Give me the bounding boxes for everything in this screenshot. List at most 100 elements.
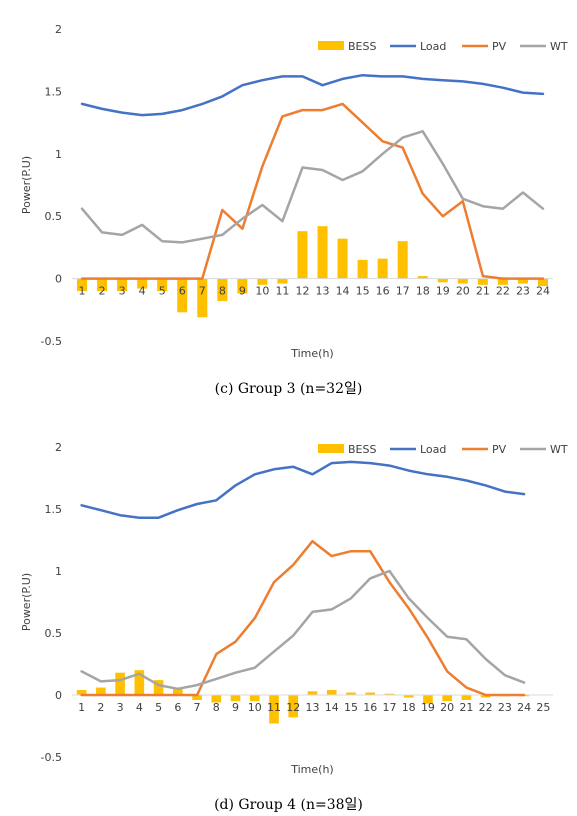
bess-bar xyxy=(397,241,408,279)
x-tick-label: 20 xyxy=(440,701,454,714)
x-tick-label: 14 xyxy=(336,285,350,298)
legend-label: Load xyxy=(420,40,446,53)
x-tick-label: 5 xyxy=(159,285,166,298)
bess-bar xyxy=(537,278,548,287)
x-tick-label: 15 xyxy=(356,285,370,298)
x-tick-label: 9 xyxy=(239,285,246,298)
x-tick-label: 5 xyxy=(155,701,162,714)
x-tick-label: 4 xyxy=(136,701,143,714)
bess-bar xyxy=(277,278,288,284)
bess-bar xyxy=(96,687,106,695)
bess-bar xyxy=(337,238,348,279)
bess-bar xyxy=(417,276,428,279)
legend-label: PV xyxy=(492,443,507,456)
x-tick-label: 18 xyxy=(416,285,430,298)
x-tick-label: 11 xyxy=(267,701,281,714)
bess-bar xyxy=(97,278,108,292)
bess-bar xyxy=(230,695,241,702)
x-tick-label: 21 xyxy=(476,285,490,298)
x-tick-label: 19 xyxy=(421,701,435,714)
legend-swatch xyxy=(318,444,344,453)
x-tick-label: 1 xyxy=(78,701,85,714)
bess-bar xyxy=(134,670,145,695)
legend-swatch xyxy=(318,41,344,50)
bess-bar xyxy=(237,278,248,294)
bess-bar xyxy=(437,278,448,283)
x-axis-label: Time(h) xyxy=(290,347,333,360)
bess-bar xyxy=(173,688,183,695)
y-tick-label: 2 xyxy=(55,23,62,36)
bess-bar xyxy=(377,258,388,279)
x-tick-label: 18 xyxy=(402,701,416,714)
x-tick-label: 23 xyxy=(498,701,512,714)
x-tick-label: 4 xyxy=(139,285,146,298)
x-tick-label: 6 xyxy=(174,701,181,714)
y-tick-label: 1 xyxy=(55,565,62,578)
y-axis-label: Power(P.U) xyxy=(20,573,33,631)
x-tick-label: 25 xyxy=(536,701,550,714)
legend-label: WT xyxy=(550,40,568,53)
x-tick-label: 24 xyxy=(536,285,550,298)
bess-bar xyxy=(211,695,222,703)
bess-bar xyxy=(384,693,395,695)
x-tick-label: 17 xyxy=(382,701,396,714)
bess-bar xyxy=(357,259,368,279)
legend-label: BESS xyxy=(348,40,376,53)
bess-bar xyxy=(288,695,299,718)
bess-bar xyxy=(326,690,337,695)
x-tick-label: 9 xyxy=(232,701,239,714)
bess-bar xyxy=(77,278,88,292)
caption-group-4: (d) Group 4 (n=38일) xyxy=(214,797,363,813)
y-tick-label: -0.5 xyxy=(41,751,62,764)
wt-line xyxy=(80,130,545,244)
bess-bar xyxy=(317,226,328,279)
caption-group-3: (c) Group 3 (n=32일) xyxy=(214,381,363,397)
bess-bar xyxy=(457,278,468,284)
x-tick-label: 8 xyxy=(219,285,226,298)
x-tick-label: 7 xyxy=(199,285,206,298)
x-tick-label: 16 xyxy=(376,285,390,298)
bess-bar xyxy=(137,278,148,289)
x-tick-label: 7 xyxy=(194,701,201,714)
bess-bar xyxy=(403,695,414,698)
legend-label: WT xyxy=(550,443,568,456)
x-tick-label: 16 xyxy=(363,701,377,714)
legend-label: BESS xyxy=(348,443,376,456)
x-tick-label: 19 xyxy=(436,285,450,298)
x-tick-label: 24 xyxy=(517,701,531,714)
legend: BESS Load PV WT xyxy=(318,443,568,456)
bess-bar xyxy=(197,278,208,318)
bess-bar xyxy=(477,278,488,285)
x-tick-label: 6 xyxy=(179,285,186,298)
y-tick-label: 2 xyxy=(55,441,62,454)
x-tick-label: 3 xyxy=(117,701,124,714)
wt-line xyxy=(80,569,526,691)
x-tick-label: 21 xyxy=(459,701,473,714)
pv-line xyxy=(80,102,545,280)
pv-line xyxy=(80,539,526,697)
x-tick-label: 12 xyxy=(295,285,309,298)
bess-bar xyxy=(76,690,87,695)
x-tick-label: 22 xyxy=(496,285,510,298)
bess-bar xyxy=(117,278,128,292)
bess-bar xyxy=(297,231,308,279)
bess-bar xyxy=(192,695,202,700)
load-line xyxy=(80,73,545,117)
bess-bar xyxy=(177,278,188,313)
y-tick-label: -0.5 xyxy=(41,335,62,348)
bess-bar xyxy=(461,695,472,700)
bess-bar xyxy=(249,695,260,702)
x-tick-label: 13 xyxy=(306,701,320,714)
x-axis-label: Time(h) xyxy=(290,763,333,776)
y-tick-label: 1.5 xyxy=(45,503,63,516)
x-tick-label: 15 xyxy=(344,701,358,714)
bess-bar xyxy=(269,695,279,724)
x-tick-label: 10 xyxy=(255,285,269,298)
y-tick-label: 0.5 xyxy=(45,627,63,640)
x-tick-label: 13 xyxy=(316,285,330,298)
bess-bar xyxy=(497,278,508,285)
y-tick-label: 1.5 xyxy=(45,85,63,98)
x-tick-label: 17 xyxy=(396,285,410,298)
